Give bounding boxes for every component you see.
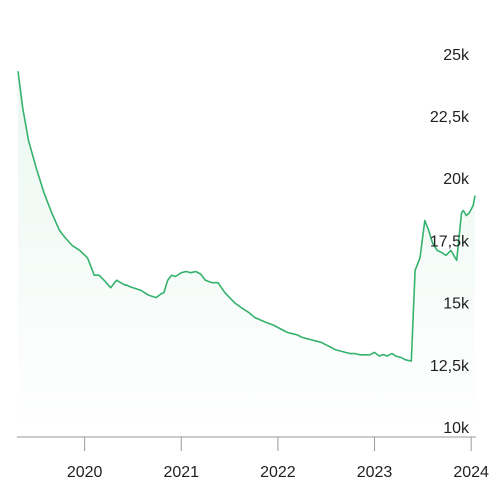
x-tick-label: 2023 bbox=[357, 464, 393, 481]
y-tick-label: 22,5k bbox=[430, 109, 470, 126]
y-tick-label: 15k bbox=[443, 296, 470, 313]
x-tick-label: 2022 bbox=[260, 464, 296, 481]
y-tick-label: 20k bbox=[443, 171, 470, 188]
series-area-fill bbox=[18, 71, 475, 437]
y-tick-label: 17,5k bbox=[430, 233, 470, 250]
x-axis-ticks: 2020 2021 2022 2023 2024 bbox=[67, 437, 489, 481]
series-line bbox=[17, 71, 476, 362]
x-tick-label: 2020 bbox=[67, 464, 103, 481]
y-tick-label: 25k bbox=[443, 47, 470, 64]
y-tick-label: 12,5k bbox=[430, 358, 470, 375]
x-tick-label: 2024 bbox=[453, 464, 489, 481]
x-tick-label: 2021 bbox=[163, 464, 199, 481]
y-axis-ticks: 25k 22,5k 20k 17,5k 15k 12,5k 10k bbox=[430, 47, 470, 437]
y-tick-label: 10k bbox=[443, 420, 470, 437]
plot-area bbox=[17, 71, 476, 437]
